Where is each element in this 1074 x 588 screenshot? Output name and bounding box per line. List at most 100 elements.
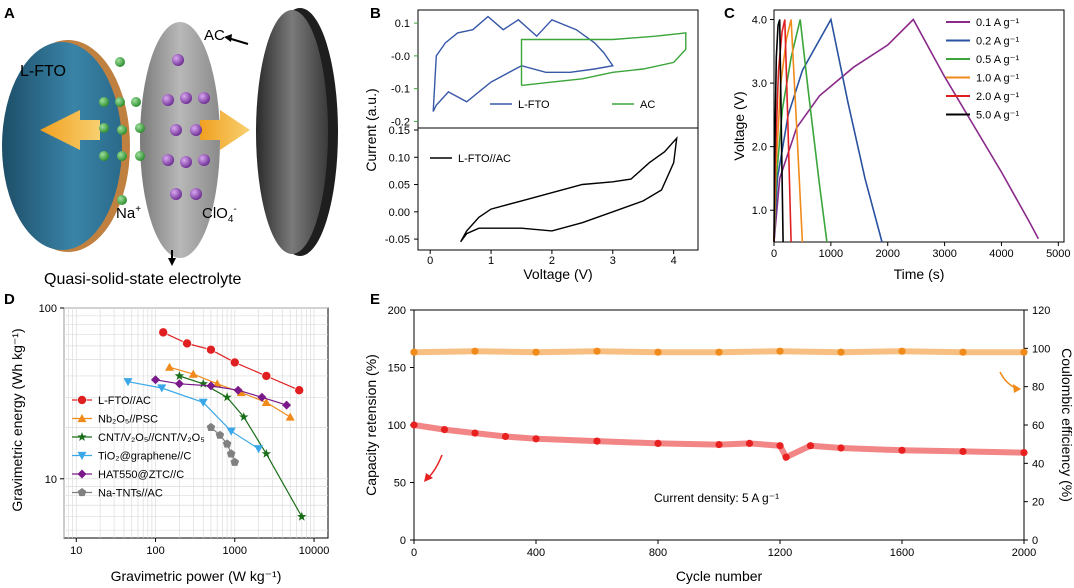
e-point	[654, 439, 662, 447]
c-xtick-label: 3000	[932, 248, 956, 260]
panel-b: B 0.1 -0.0 -0.1 -0.2 L-FTO AC 0.15 0.10 0.05 0.0…	[363, 5, 699, 282]
c-legend-label: 2.0 A g⁻¹	[976, 91, 1019, 103]
d-point	[233, 385, 243, 395]
panel-a-label: A	[4, 5, 15, 22]
clo4-label: ClO4-	[202, 204, 237, 225]
d-point	[297, 511, 307, 521]
panel-c-label: C	[724, 5, 735, 22]
d-point	[222, 439, 232, 448]
b-xtick-label: 3	[610, 255, 616, 267]
b-top-frame	[417, 9, 699, 129]
d-plot: 10 100 1000 10000 10 100 Gravimetric power (W …	[9, 303, 329, 584]
panel-a: A L-FTO AC Na+ ClO4-	[2, 5, 338, 288]
d-point	[77, 395, 87, 405]
d-point	[229, 357, 240, 368]
e-point	[471, 429, 479, 437]
e-point	[959, 348, 967, 356]
d-point	[294, 385, 305, 396]
c-series	[773, 19, 828, 243]
c-ytick-label: 4.0	[752, 15, 767, 27]
d-legend-label: TiO₂@graphene//C	[98, 451, 191, 463]
c-ytick-label: 1.0	[752, 205, 767, 217]
e-point	[745, 439, 754, 447]
e-point	[654, 348, 662, 356]
e-ytick-right-label: 0	[1032, 535, 1038, 547]
panel-d-label: D	[4, 291, 15, 308]
c-xtick-label: 5000	[1046, 248, 1070, 260]
d-point	[182, 338, 192, 349]
e-point	[715, 348, 723, 356]
e-point	[410, 348, 418, 356]
e-point	[837, 444, 845, 452]
e-arrow-left	[427, 454, 443, 479]
b-bottom-frame	[417, 127, 699, 251]
d-point	[206, 344, 216, 355]
panel-b-label: B	[370, 5, 381, 22]
e-point	[898, 446, 906, 454]
e-xlabel: Cycle number	[676, 568, 763, 584]
ac-electrode	[256, 10, 328, 254]
d-point	[261, 371, 272, 381]
b-top-ytick-label: -0.0	[391, 51, 410, 63]
electrolyte-membrane	[140, 22, 220, 258]
b-xtick-label: 2	[549, 255, 555, 267]
d-legend-label: L-FTO//AC	[98, 395, 151, 407]
c-legend-label: 1.0 A g⁻¹	[976, 73, 1019, 85]
b-top-legend-label: L-FTO	[518, 99, 550, 111]
d-point	[123, 378, 133, 387]
d-point	[151, 375, 160, 385]
c-series	[773, 18, 1040, 243]
e-point	[1020, 348, 1028, 356]
d-point	[215, 430, 225, 439]
d-legend-label: Nb₂O₅//PSC	[98, 414, 158, 426]
c-legend-label: 0.1 A g⁻¹	[976, 17, 1019, 29]
c-series	[773, 19, 784, 243]
c-legend-label: 0.5 A g⁻¹	[976, 54, 1019, 66]
e-xtick-label: 2000	[1012, 547, 1036, 559]
electrolyte-label: Quasi-solid-state electrolyte	[44, 271, 242, 288]
e-ytick-left-label: 100	[388, 420, 406, 432]
e-ytick-left-label: 0	[400, 535, 406, 547]
d-point	[77, 488, 87, 497]
d-point	[254, 445, 264, 454]
e-point	[593, 437, 601, 445]
d-ytick-label: 100	[39, 303, 57, 315]
c-plot: 1.0 2.0 3.0 4.0 0 1000 2000 3000 4000 5000 Time (s…	[731, 15, 1071, 282]
b-bottom-ytick-label: 0.00	[389, 207, 410, 219]
electrolyte-pointer-head	[168, 258, 176, 266]
e-point	[410, 421, 418, 429]
d-point	[239, 412, 249, 421]
e-xtick-label: 400	[527, 547, 545, 559]
b-bottom-ytick-label: 0.10	[389, 152, 410, 164]
d-point	[77, 432, 87, 441]
b-top-plot: 0.1 -0.0 -0.1 -0.2 L-FTO AC	[391, 15, 687, 128]
e-point	[776, 442, 784, 450]
e-point	[532, 435, 540, 443]
c-legend-label: 5.0 A g⁻¹	[976, 110, 1019, 122]
d-point	[206, 381, 216, 391]
b-top-legend-label: AC	[640, 99, 655, 111]
d-point	[261, 397, 271, 406]
e-arrow-right-head	[1013, 384, 1021, 393]
e-annotation: Current density: 5 A g⁻¹	[654, 491, 779, 505]
b-bottom-legend-label: L-FTO//AC	[458, 153, 511, 165]
e-xtick-label: 800	[649, 547, 667, 559]
e-point	[593, 347, 601, 355]
e-xtick-label: 0	[411, 547, 417, 559]
na-label: Na+	[116, 204, 141, 222]
d-xlabel: Gravimetric power (W kg⁻¹)	[111, 568, 282, 584]
e-ytick-right-label: 20	[1032, 497, 1044, 509]
d-point	[165, 362, 174, 371]
e-series-band	[411, 422, 1027, 462]
d-point	[222, 392, 232, 402]
c-ytick-label: 2.0	[752, 142, 767, 154]
lfto-electrode	[2, 42, 122, 250]
d-point	[157, 384, 167, 393]
d-point	[226, 449, 236, 458]
left-arrow	[40, 110, 100, 150]
b-bottom-ytick-label: -0.05	[385, 234, 410, 246]
clo4-ions	[162, 54, 210, 200]
e-ytick-left-label: 200	[388, 305, 406, 317]
d-point	[77, 414, 87, 423]
